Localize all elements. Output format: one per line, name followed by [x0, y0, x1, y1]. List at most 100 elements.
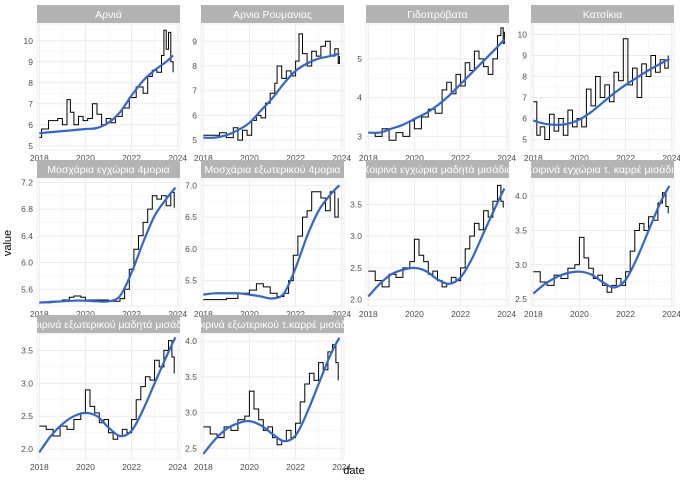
series-line-smooth	[38, 336, 177, 454]
y-tick-label: 5	[192, 135, 197, 145]
y-tick-label: 6.0	[185, 244, 197, 254]
y-tick-label: 2.5	[185, 443, 197, 453]
facet-strip	[531, 5, 674, 23]
series-line-smooth	[532, 185, 671, 295]
x-tick-label: 2024	[662, 153, 680, 163]
y-tick-label: 2.0	[350, 295, 362, 305]
x-tick-label: 2020	[570, 153, 589, 163]
y-tick-label: 8	[28, 78, 33, 88]
series-line-value	[203, 344, 339, 446]
y-tick-label: 2.5	[21, 411, 33, 421]
facet-panel: Αρνια Ρουμανιας 2018 2020 2022 2024 5 6 7 8 9	[192, 5, 351, 163]
facet-panel: Χοιρινά εξωτερικού τ.καρρέ μισάδια 2018 20…	[185, 315, 351, 472]
series-line-value	[533, 38, 669, 140]
series-line-smooth	[367, 188, 506, 298]
facet-strip	[201, 160, 344, 178]
series-line-value	[203, 33, 340, 141]
y-tick-label: 8	[192, 61, 197, 71]
x-tick-label: 2018	[194, 153, 213, 163]
series-line-smooth	[368, 38, 506, 134]
y-tick-label: 3.0	[21, 378, 33, 388]
y-tick-label: 3.0	[185, 408, 197, 418]
x-tick-label: 2018	[30, 309, 49, 319]
facet-panel: Κατσίκια 2018 2020 2022 2024 5 6 7 8 9 10	[518, 5, 680, 163]
facet-strip-label: Αρνια Ρουμανιας	[233, 9, 312, 21]
y-tick-label: 3.5	[185, 372, 197, 382]
facet-strip-label: Χοιρινά εγχώρια μαδητά μισάδια	[362, 164, 512, 176]
series-line-smooth	[203, 184, 341, 300]
x-tick-label: 2024	[497, 309, 516, 319]
facet-strip-label: Κατσίκια	[583, 9, 622, 21]
x-tick-label: 2020	[240, 309, 259, 319]
series-line-value	[368, 184, 504, 288]
x-tick-label: 2024	[332, 462, 351, 472]
y-tick-label: 9	[192, 36, 197, 46]
y-tick-label: 3.0	[515, 260, 527, 270]
y-tick-label: 6	[522, 114, 527, 124]
x-tick-label: 2024	[168, 309, 187, 319]
x-tick-label: 2022	[616, 153, 635, 163]
y-tick-label: 7	[522, 93, 527, 103]
y-tick-label: 6.4	[21, 231, 33, 241]
y-tick-label: 2.5	[350, 263, 362, 273]
y-tick-label: 6	[192, 110, 197, 120]
facet-panel: Μοσχάρια εγχώρια 4μορια 2018 2020 2022 2024 5…	[21, 160, 187, 319]
y-tick-label: 3.5	[21, 345, 33, 355]
facet-strip-label: Μοσχάρια εγχώρια 4μορια	[47, 164, 169, 176]
x-tick-label: 2024	[332, 309, 351, 319]
x-tick-label: 2022	[122, 462, 141, 472]
series-line-value	[39, 191, 175, 304]
x-tick-label: 2018	[30, 462, 49, 472]
x-tick-label: 2020	[405, 153, 424, 163]
x-tick-label: 2018	[524, 309, 543, 319]
y-tick-label: 5.5	[185, 276, 197, 286]
facet-strip-label: Μοσχάρια εξωτερικού 4μορια	[205, 164, 341, 176]
y-tick-label: 5	[522, 135, 527, 145]
y-axis-title: value	[2, 230, 14, 256]
facet-panel: Χοιρινά εξωτερικού μαδητά μισάδια 2018 202…	[21, 315, 187, 472]
x-tick-label: 2020	[570, 309, 589, 319]
x-tick-label: 2022	[616, 309, 635, 319]
x-tick-label: 2018	[30, 153, 49, 163]
x-tick-label: 2022	[122, 153, 141, 163]
y-tick-label: 4.0	[185, 336, 197, 346]
x-tick-label: 2022	[286, 153, 305, 163]
facet-strip	[37, 5, 180, 23]
facet-strip	[37, 160, 180, 178]
y-tick-label: 3	[357, 131, 362, 141]
x-tick-label: 2020	[76, 462, 95, 472]
y-tick-label: 2.5	[515, 294, 527, 304]
y-tick-label: 10	[24, 36, 34, 46]
y-tick-label: 4.0	[515, 191, 527, 201]
facet-strip-label: Χοιρινά εγχώρια τ. καρρέ μισάδια	[525, 164, 679, 176]
x-tick-label: 2018	[194, 309, 213, 319]
series-line-smooth	[39, 54, 174, 135]
y-tick-label: 9	[522, 51, 527, 61]
series-line-value	[39, 29, 174, 138]
facet-strip	[37, 315, 180, 333]
facet-strip	[201, 315, 344, 333]
series-line-smooth	[39, 186, 177, 304]
y-tick-label: 9	[28, 57, 33, 67]
y-tick-label: 3.0	[350, 231, 362, 241]
x-tick-label: 2024	[332, 153, 351, 163]
x-tick-label: 2018	[359, 309, 378, 319]
x-tick-label: 2022	[451, 309, 470, 319]
y-tick-label: 8	[522, 72, 527, 82]
y-tick-label: 5	[357, 54, 362, 64]
y-tick-label: 5	[28, 141, 33, 151]
facet-strip	[366, 5, 509, 23]
facet-panel: Γιδοπρόβατα 2018 2020 2022 2024 3 4 5	[357, 5, 516, 163]
y-tick-label: 2.0	[21, 444, 33, 454]
x-axis-title: date	[343, 465, 364, 477]
y-tick-label: 7	[28, 99, 33, 109]
series-line-smooth	[203, 52, 340, 139]
y-tick-label: 7.2	[21, 177, 33, 187]
x-tick-label: 2024	[497, 153, 516, 163]
facet-panel: Χοιρινά εγχώρια μαδητά μισάδια 2018 2020 20…	[350, 160, 516, 319]
facet-strip	[531, 160, 674, 178]
y-tick-label: 6.5	[185, 212, 197, 222]
x-tick-label: 2020	[405, 309, 424, 319]
x-tick-label: 2020	[240, 462, 259, 472]
